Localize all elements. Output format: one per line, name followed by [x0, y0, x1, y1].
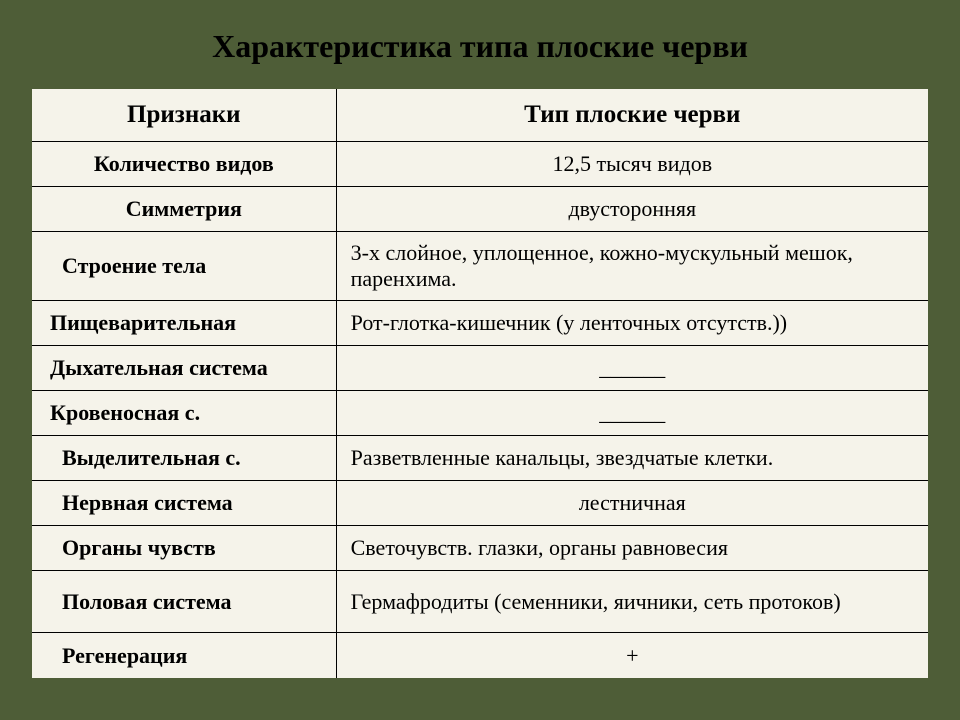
row-label: Кровеносная с. [32, 391, 337, 435]
row-label: Количество видов [32, 142, 337, 186]
row-value: ______ [337, 346, 928, 390]
table-row: Нервная система лестничная [32, 481, 928, 526]
row-value: ______ [337, 391, 928, 435]
row-value: 3-х слойное, уплощенное, кожно-мускульны… [337, 232, 928, 300]
row-label: Нервная система [32, 481, 337, 525]
header-col1: Признаки [32, 89, 337, 141]
row-value: Рот-глотка-кишечник (у ленточных отсутст… [337, 301, 928, 345]
row-value: Гермафродиты (семенники, яичники, сеть п… [337, 571, 928, 632]
table-row: Дыхательная система ______ [32, 346, 928, 391]
row-label: Дыхательная система [32, 346, 337, 390]
row-label: Пищеварительная [32, 301, 337, 345]
characteristics-table: Признаки Тип плоские черви Количество ви… [32, 89, 928, 678]
row-label: Регенерация [32, 633, 337, 678]
row-label: Симметрия [32, 187, 337, 231]
row-value: лестничная [337, 481, 928, 525]
row-value: двусторонняя [337, 187, 928, 231]
row-label: Органы чувств [32, 526, 337, 570]
table-row: Половая система Гермафродиты (семенники,… [32, 571, 928, 633]
row-value: 12,5 тысяч видов [337, 142, 928, 186]
table-row: Выделительная с. Разветвленные канальцы,… [32, 436, 928, 481]
table-row: Строение тела 3-х слойное, уплощенное, к… [32, 232, 928, 301]
row-label: Выделительная с. [32, 436, 337, 480]
table-row: Кровеносная с. ______ [32, 391, 928, 436]
table-row: Пищеварительная Рот-глотка-кишечник (у л… [32, 301, 928, 346]
row-value: + [337, 633, 928, 678]
row-value: Светочувств. глазки, органы равновесия [337, 526, 928, 570]
table-row: Количество видов 12,5 тысяч видов [32, 142, 928, 187]
row-label: Половая система [32, 571, 337, 632]
header-col2: Тип плоские черви [337, 89, 928, 141]
row-label: Строение тела [32, 232, 337, 300]
table-row: Регенерация + [32, 633, 928, 678]
table-row: Симметрия двусторонняя [32, 187, 928, 232]
table-row: Органы чувств Светочувств. глазки, орган… [32, 526, 928, 571]
page-title: Характеристика типа плоские черви [32, 28, 928, 65]
row-value: Разветвленные канальцы, звездчатые клетк… [337, 436, 928, 480]
table-header-row: Признаки Тип плоские черви [32, 89, 928, 142]
